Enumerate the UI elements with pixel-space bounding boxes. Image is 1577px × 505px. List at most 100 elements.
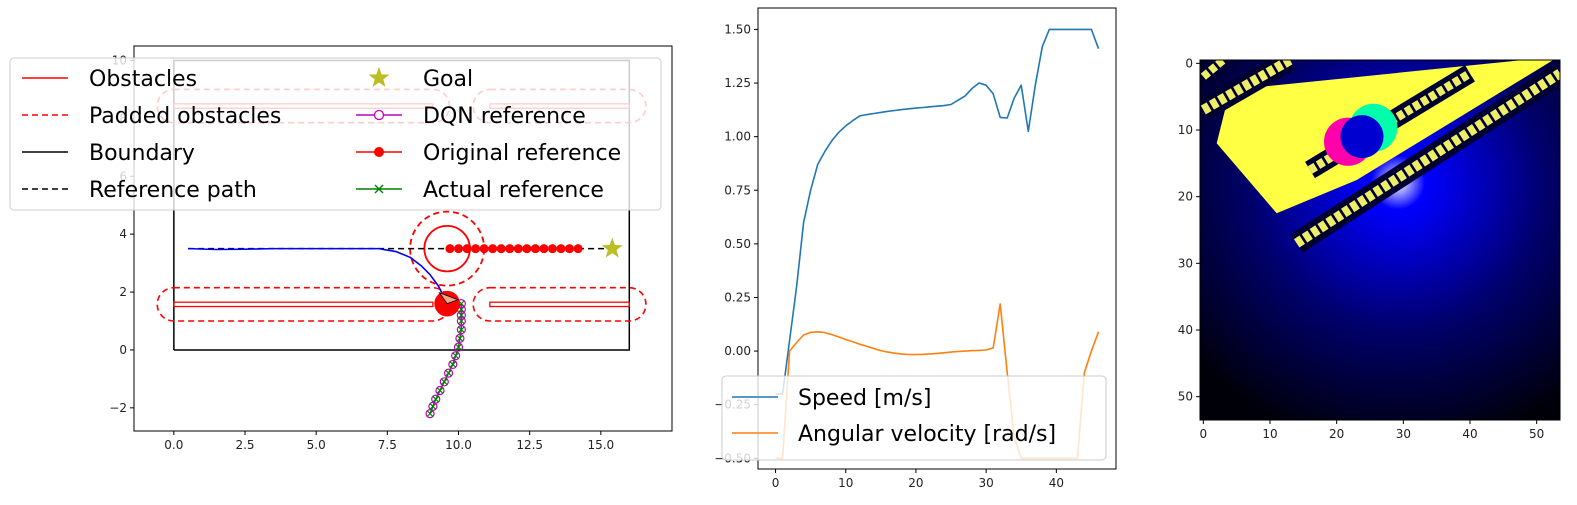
- x-tick-label: 20: [908, 476, 923, 490]
- original-reference-point: [565, 244, 575, 254]
- robot-trajectory-line: [188, 247, 445, 299]
- circle-core: [1340, 115, 1384, 159]
- legend-label: Boundary: [89, 141, 195, 166]
- legend-x-marker: [374, 184, 384, 194]
- legend-label: Padded obstacles: [89, 104, 281, 129]
- x-tick-label: 0: [772, 476, 780, 490]
- dqn-reference-point: [456, 310, 466, 320]
- dqn-reference-point: [435, 385, 445, 396]
- dqn-reference-point: [439, 377, 449, 387]
- obstacle-0: [173, 301, 434, 308]
- y-tick-label: 10: [1178, 123, 1193, 137]
- actual-reference-point: [455, 343, 462, 351]
- stripe-0: [1200, 60, 1293, 115]
- legend-label: Angular velocity [rad/s]: [798, 422, 1056, 447]
- y-tick-label: 1.50: [724, 22, 751, 36]
- y-tick-label: 0.25: [724, 290, 751, 304]
- original-reference-point: [556, 244, 566, 254]
- x-tick-label: 30: [1396, 427, 1411, 441]
- y-tick-label: 20: [1178, 190, 1193, 204]
- y-tick-label: 0: [1185, 56, 1193, 70]
- dqn-reference-point: [431, 394, 441, 404]
- actual-reference-point: [440, 378, 448, 386]
- legend-label: Original reference: [423, 141, 621, 166]
- original-reference-point: [462, 244, 472, 254]
- padded-obstacle-1: [472, 286, 647, 322]
- y-tick-label: 2: [119, 285, 127, 299]
- original-reference-point: [454, 244, 464, 254]
- legend-dot-marker: [374, 147, 384, 157]
- actual-reference-point: [456, 334, 464, 342]
- x-tick-label: 10: [1262, 427, 1277, 441]
- original-reference-point: [547, 244, 557, 254]
- legend-box: [721, 375, 1107, 461]
- actual-reference-point: [429, 402, 437, 410]
- y-tick-label: 50: [1178, 390, 1193, 404]
- original-reference-point: [573, 244, 583, 254]
- goal-marker: [601, 237, 623, 258]
- y-tick-label: 40: [1178, 323, 1193, 337]
- y-tick-label: −2: [109, 401, 127, 415]
- dqn-reference-point: [448, 359, 458, 370]
- original-reference-point: [496, 244, 506, 254]
- x-tick-label: 40: [1049, 476, 1064, 490]
- original-reference-point: [522, 244, 532, 254]
- x-tick-label: 0: [1200, 427, 1208, 441]
- stripe-1: [1200, 60, 1226, 80]
- original-reference-point: [539, 244, 549, 254]
- dqn-reference-point: [456, 325, 466, 335]
- legend-label: Obstacles: [89, 67, 197, 92]
- dqn-reference-point: [453, 342, 464, 352]
- x-tick-label: 5.0: [307, 438, 326, 452]
- y-tick-label: 0.50: [724, 237, 751, 251]
- legend-label: DQN reference: [423, 104, 586, 129]
- x-tick-label: 50: [1529, 427, 1544, 441]
- original-reference-point: [471, 244, 481, 254]
- original-reference-point: [513, 244, 523, 254]
- original-reference-point: [530, 244, 540, 254]
- legend-star-marker: [368, 67, 390, 87]
- x-tick-label: 20: [1329, 427, 1344, 441]
- y-tick-label: 0.00: [724, 344, 751, 358]
- actual-reference-point: [445, 369, 452, 377]
- stripe-2: [1293, 69, 1560, 248]
- original-reference-point: [488, 244, 498, 254]
- robot-heading: [438, 291, 460, 305]
- actual-reference-point: [452, 352, 460, 360]
- legend-circle-marker: [373, 109, 385, 121]
- x-tick-label: 10: [838, 476, 853, 490]
- y-tick-label: 4: [119, 227, 127, 241]
- dqn-reference-point: [443, 368, 454, 378]
- velocity-legend: Speed [m/s] Angular velocity [rad/s]: [721, 375, 1107, 461]
- original-reference-point: [479, 244, 489, 254]
- actual-reference-point: [457, 326, 465, 334]
- actual-reference-point: [426, 410, 434, 418]
- y-tick-label: 0: [119, 343, 127, 357]
- actual-reference-point: [432, 395, 440, 403]
- x-tick-label: 7.5: [378, 438, 397, 452]
- occupancy-image-frame: [1199, 59, 1561, 421]
- x-tick-label: 40: [1462, 427, 1477, 441]
- x-tick-label: 12.5: [516, 438, 543, 452]
- velocity-plot: 010203040−0.50−0.250.000.250.500.751.001…: [714, 7, 1117, 490]
- trajectory-plot: 0.02.55.07.510.012.515.0−20246810 Obstac…: [9, 45, 673, 452]
- y-tick-label: 0.75: [724, 183, 751, 197]
- occupancy-image: 0 10 20 30 40 50 0 10 20 30 40 50: [1178, 56, 1561, 441]
- x-tick-label: 0.0: [164, 438, 183, 452]
- legend-box: [9, 57, 662, 211]
- actual-reference-point: [436, 387, 444, 394]
- x-tick-label: 10.0: [445, 438, 472, 452]
- series-line-0: [775, 28, 1100, 395]
- y-tick-label: 1.00: [724, 130, 751, 144]
- original-reference-point: [445, 244, 455, 254]
- trajectory-plot-frame: [133, 45, 673, 432]
- x-tick-label: 30: [978, 476, 993, 490]
- y-tick-label: 1.25: [724, 76, 751, 90]
- legend-label: Reference path: [89, 178, 257, 203]
- dqn-reference-point: [451, 351, 461, 361]
- x-tick-label: 2.5: [235, 438, 254, 452]
- dqn-reference-point: [456, 316, 466, 326]
- velocity-plot-frame: [757, 7, 1117, 470]
- legend-label: Actual reference: [423, 178, 604, 203]
